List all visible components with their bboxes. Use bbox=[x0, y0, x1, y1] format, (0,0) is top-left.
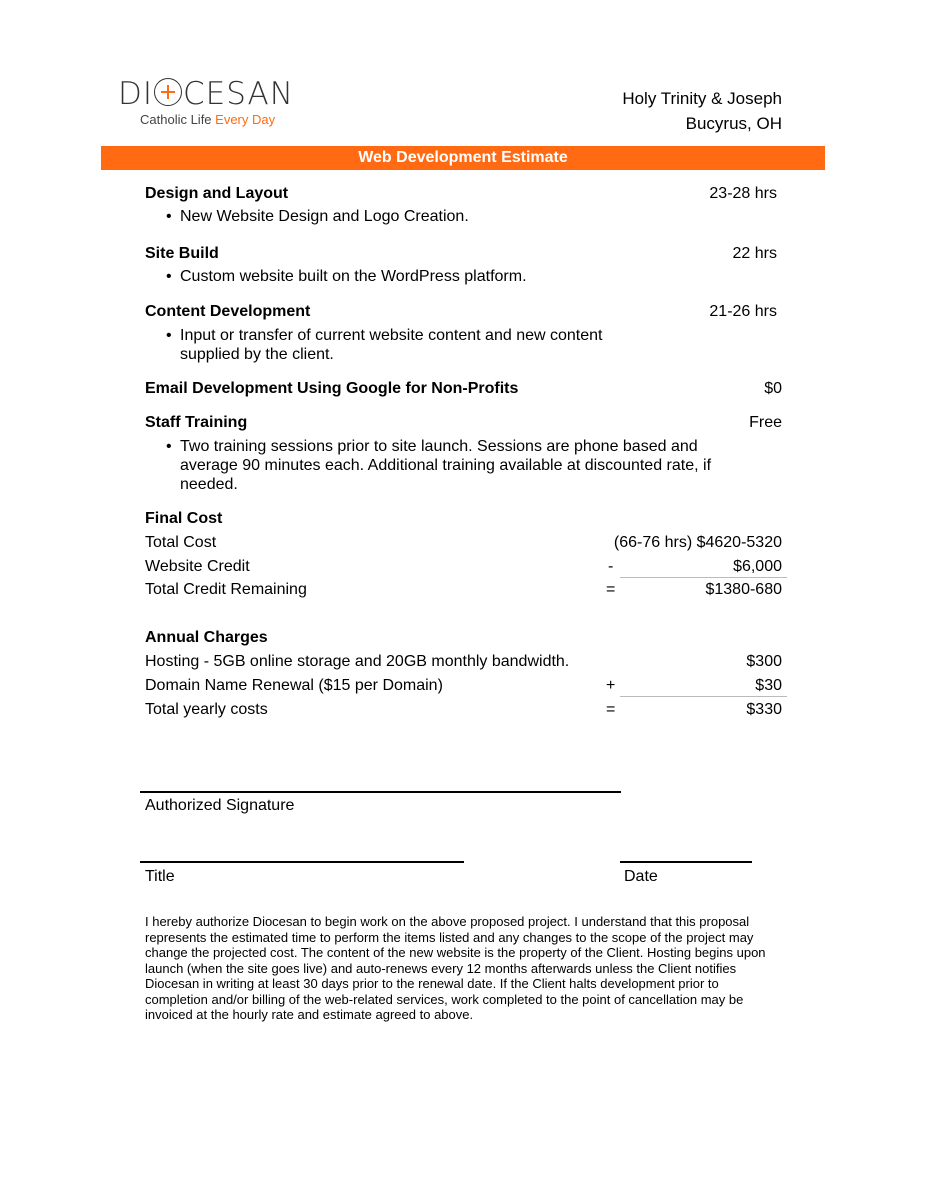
item-value: 21-26 hrs bbox=[709, 303, 777, 320]
date-label: Date bbox=[624, 868, 658, 885]
item-value: $0 bbox=[764, 380, 782, 397]
client-info: Holy Trinity & Joseph Bucyrus, OH bbox=[622, 86, 782, 136]
signature-line[interactable] bbox=[140, 791, 621, 793]
cost-value: $6,000 bbox=[733, 558, 782, 575]
charge-value: $30 bbox=[755, 677, 782, 694]
item-bullet: • New Website Design and Logo Creation. bbox=[166, 208, 469, 225]
cost-label: Total Cost bbox=[145, 534, 217, 551]
client-location: Bucyrus, OH bbox=[685, 114, 782, 133]
sum-rule bbox=[620, 696, 787, 697]
tagline: Catholic Life bbox=[140, 112, 216, 127]
logo-text: DI bbox=[118, 76, 154, 112]
item-title: Site Build bbox=[145, 245, 219, 262]
sum-rule bbox=[620, 577, 787, 578]
item-bullet: • Input or transfer of current website co… bbox=[166, 327, 603, 363]
logo-text: CESAN bbox=[183, 76, 294, 112]
item-title: Design and Layout bbox=[145, 185, 289, 202]
item-title: Content Development bbox=[145, 303, 311, 320]
title-label: Title bbox=[145, 868, 175, 885]
cost-operator: - bbox=[608, 558, 614, 575]
item-bullet: • Custom website built on the WordPress p… bbox=[166, 268, 527, 285]
authorization-disclaimer: I hereby authorize Diocesan to begin wor… bbox=[145, 914, 766, 1022]
charge-operator: + bbox=[606, 677, 616, 694]
item-value: Free bbox=[749, 414, 782, 431]
cross-circle-icon bbox=[154, 78, 183, 106]
item-bullet: • Two training sessions prior to site lau… bbox=[166, 438, 712, 493]
item-value: 23-28 hrs bbox=[709, 185, 777, 202]
cost-operator: = bbox=[606, 581, 616, 598]
cost-label: Website Credit bbox=[145, 558, 250, 575]
client-name: Holy Trinity & Joseph bbox=[622, 89, 782, 108]
cost-value: $1380-680 bbox=[705, 581, 782, 598]
charge-value: $330 bbox=[746, 701, 782, 718]
diocesan-logo: DI CESAN Catholic Life Every Day bbox=[118, 76, 294, 127]
item-title: Email Development Using Google for Non-P… bbox=[145, 380, 519, 397]
authorized-signature-label: Authorized Signature bbox=[145, 797, 295, 814]
charge-label: Hosting - 5GB online storage and 20GB mo… bbox=[145, 653, 570, 670]
annual-charges-heading: Annual Charges bbox=[145, 629, 268, 646]
estimate-banner: Web Development Estimate bbox=[101, 146, 825, 170]
tagline-accent: Every Day bbox=[215, 112, 276, 127]
charge-label: Domain Name Renewal ($15 per Domain) bbox=[145, 677, 443, 694]
item-title: Staff Training bbox=[145, 414, 248, 431]
date-line[interactable] bbox=[620, 861, 752, 863]
charge-value: $300 bbox=[746, 653, 782, 670]
cost-label: Total Credit Remaining bbox=[145, 581, 307, 598]
final-cost-heading: Final Cost bbox=[145, 510, 223, 527]
charge-operator: = bbox=[606, 701, 616, 718]
cost-value: (66-76 hrs) $4620-5320 bbox=[613, 534, 782, 551]
title-line[interactable] bbox=[140, 861, 464, 863]
item-value: 22 hrs bbox=[732, 245, 777, 262]
charge-label: Total yearly costs bbox=[145, 701, 268, 718]
